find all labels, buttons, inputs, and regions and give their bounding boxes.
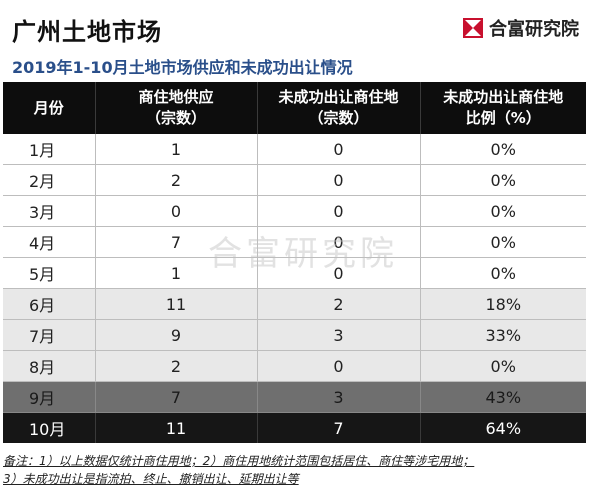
cell-supply: 7 bbox=[94, 226, 257, 258]
cell-ratio: 64% bbox=[419, 412, 586, 443]
table-row: 6月 11 2 18% bbox=[3, 288, 586, 320]
cell-ratio: 0% bbox=[419, 226, 586, 258]
table-row: 5月 1 0 0% bbox=[3, 257, 586, 289]
cell-supply: 2 bbox=[94, 164, 257, 196]
cell-month: 6月 bbox=[3, 288, 95, 320]
table-row: 10月 11 7 64% bbox=[3, 412, 586, 443]
cell-ratio: 18% bbox=[419, 288, 586, 320]
page-title: 广州土地市场 bbox=[12, 18, 162, 46]
cell-ratio: 0% bbox=[419, 195, 586, 227]
cell-unsold: 2 bbox=[256, 288, 420, 320]
cell-supply: 0 bbox=[94, 195, 257, 227]
cell-ratio: 0% bbox=[419, 350, 586, 382]
cell-supply: 11 bbox=[94, 412, 257, 443]
brand-name: 合富研究院 bbox=[489, 19, 579, 40]
cell-month: 2月 bbox=[3, 164, 95, 196]
cell-unsold: 0 bbox=[256, 134, 420, 165]
cell-supply: 1 bbox=[94, 134, 257, 165]
hopefluent-logo-icon bbox=[463, 18, 483, 38]
cell-month: 10月 bbox=[3, 412, 95, 443]
cell-month: 8月 bbox=[3, 350, 95, 382]
cell-supply: 9 bbox=[94, 319, 257, 351]
cell-month: 4月 bbox=[3, 226, 95, 258]
cell-ratio: 0% bbox=[419, 134, 586, 165]
cell-month: 7月 bbox=[3, 319, 95, 351]
table-header-row: 月份 商住地供应 （宗数） 未成功出让商住地 （宗数） 未成功出让商住地 比例（… bbox=[3, 82, 586, 134]
table-row: 9月 7 3 43% bbox=[3, 381, 586, 413]
cell-supply: 7 bbox=[94, 381, 257, 413]
table-row: 3月 0 0 0% bbox=[3, 195, 586, 227]
cell-month: 3月 bbox=[3, 195, 95, 227]
cell-month: 1月 bbox=[3, 134, 95, 165]
cell-ratio: 0% bbox=[419, 257, 586, 289]
column-header-unsold: 未成功出让商住地 （宗数） bbox=[256, 82, 420, 134]
cell-unsold: 3 bbox=[256, 319, 420, 351]
table-row: 2月 2 0 0% bbox=[3, 164, 586, 196]
cell-supply: 2 bbox=[94, 350, 257, 382]
table-row: 1月 1 0 0% bbox=[3, 134, 586, 165]
cell-supply: 1 bbox=[94, 257, 257, 289]
footnote-line: 3）未成功出让是指流拍、终止、撤销出让、延期出让等 bbox=[3, 472, 299, 486]
column-header-ratio: 未成功出让商住地 比例（%） bbox=[419, 82, 586, 134]
cell-unsold: 0 bbox=[256, 195, 420, 227]
column-header-month: 月份 bbox=[3, 82, 95, 134]
cell-unsold: 0 bbox=[256, 164, 420, 196]
cell-unsold: 0 bbox=[256, 257, 420, 289]
table-subtitle: 2019年1-10月土地市场供应和未成功出让情况 bbox=[12, 58, 353, 77]
cell-month: 5月 bbox=[3, 257, 95, 289]
table-row: 7月 9 3 33% bbox=[3, 319, 586, 351]
table-row: 8月 2 0 0% bbox=[3, 350, 586, 382]
cell-ratio: 43% bbox=[419, 381, 586, 413]
footnote-line: 备注：1）以上数据仅统计商住用地；2）商住用地统计范围包括居住、商住等涉宅用地； bbox=[3, 454, 475, 468]
cell-unsold: 0 bbox=[256, 226, 420, 258]
cell-unsold: 0 bbox=[256, 350, 420, 382]
land-supply-table: 月份 商住地供应 （宗数） 未成功出让商住地 （宗数） 未成功出让商住地 比例（… bbox=[3, 82, 586, 443]
cell-ratio: 0% bbox=[419, 164, 586, 196]
cell-unsold: 3 bbox=[256, 381, 420, 413]
column-header-supply: 商住地供应 （宗数） bbox=[94, 82, 257, 134]
cell-month: 9月 bbox=[3, 381, 95, 413]
cell-supply: 11 bbox=[94, 288, 257, 320]
brand: 合富研究院 bbox=[463, 15, 579, 41]
footnote: 备注：1）以上数据仅统计商住用地；2）商住用地统计范围包括居住、商住等涉宅用地；… bbox=[3, 452, 586, 488]
table-row: 4月 7 0 0% bbox=[3, 226, 586, 258]
cell-unsold: 7 bbox=[256, 412, 420, 443]
cell-ratio: 33% bbox=[419, 319, 586, 351]
